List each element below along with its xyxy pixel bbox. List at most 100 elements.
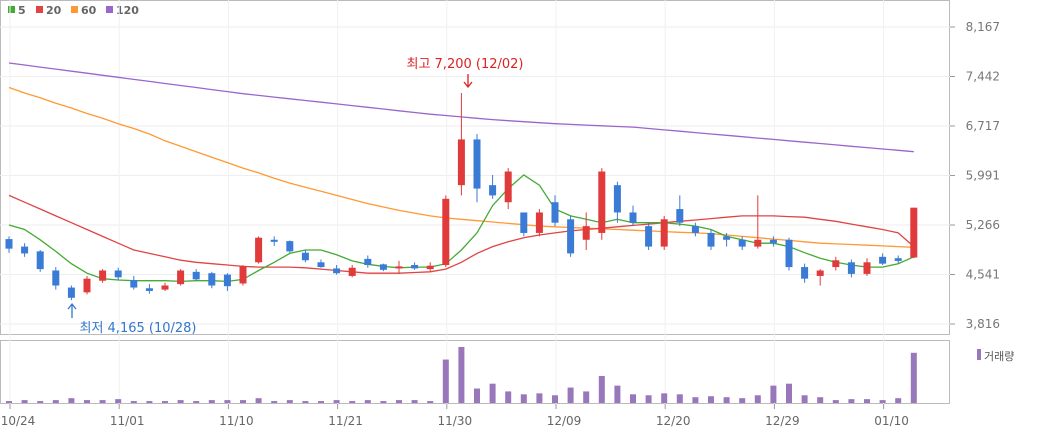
volume-bar: [37, 401, 44, 403]
candle-body: [691, 226, 699, 233]
volume-bar: [458, 347, 465, 403]
x-tick-label: 12/09: [547, 414, 582, 428]
candle-body: [177, 270, 185, 285]
candle: [598, 168, 606, 240]
ma20-line: [8, 194, 915, 274]
candle: [832, 256, 840, 271]
candle-body: [504, 171, 512, 203]
volume-bar: [84, 400, 90, 403]
candle-body: [411, 265, 419, 269]
candle-body: [769, 239, 777, 244]
price-panel-frame: [0, 0, 950, 335]
candle-body: [785, 239, 793, 268]
candle-body: [161, 285, 169, 290]
legend-label-20: 20: [46, 4, 62, 17]
candle-body: [816, 270, 824, 276]
volume-panel-frame: [0, 340, 950, 404]
candles: [5, 93, 918, 301]
candle: [426, 262, 434, 272]
candle: [535, 209, 543, 237]
volume-bar: [68, 398, 75, 403]
candle: [255, 236, 263, 264]
candle: [504, 168, 512, 210]
volume-bar: [801, 395, 808, 403]
y-tick-label: 5,266: [966, 218, 1000, 232]
candle-body: [114, 270, 122, 278]
volume-bar: [427, 401, 434, 403]
volume-legend: 거래량: [977, 349, 1014, 363]
volume-bar: [520, 394, 527, 403]
volume-bar: [505, 391, 512, 403]
volume-bar: [162, 401, 168, 403]
candle: [301, 250, 309, 263]
candle-body: [676, 209, 684, 223]
volume-legend-label: 거래량: [984, 350, 1014, 363]
candle-body: [613, 185, 621, 213]
y-axis: 8,167 7,442 6,717 5,991 5,266 4,541 3,816: [950, 20, 1000, 331]
candle: [333, 265, 341, 275]
x-tick-label: 10/24: [1, 414, 36, 428]
volume-bar: [614, 385, 621, 403]
candle-body: [36, 251, 44, 270]
ma5-line: [8, 174, 915, 283]
candle-body: [5, 239, 13, 249]
candle: [379, 263, 387, 272]
legend: 5 20 60 120: [8, 4, 139, 17]
volume-bar: [21, 400, 28, 403]
candle-body: [847, 262, 855, 274]
low-annotation-arrowhead: [67, 302, 77, 310]
candle-body: [535, 212, 543, 233]
candle: [239, 265, 247, 286]
candle-body: [520, 212, 528, 233]
candle-body: [629, 212, 637, 223]
candle: [910, 207, 918, 259]
candle: [114, 267, 122, 281]
candle-body: [239, 266, 247, 284]
candle: [520, 212, 528, 237]
candle-body: [457, 139, 465, 186]
candle: [457, 93, 465, 196]
volume-bar: [52, 400, 59, 403]
volume-bar: [208, 400, 215, 403]
candle: [473, 133, 481, 203]
candle: [208, 271, 216, 289]
x-tick-label: 11/30: [438, 414, 473, 428]
candle-body: [52, 270, 60, 286]
candle-body: [660, 219, 668, 247]
candle: [676, 195, 684, 227]
volume-bar: [146, 401, 153, 403]
candle-body: [707, 232, 715, 247]
volume-bar: [115, 399, 122, 403]
candle: [36, 250, 44, 272]
candle: [130, 275, 138, 290]
high-annotation: 최고 7,200 (12/02): [406, 57, 524, 89]
candle: [707, 229, 715, 251]
volume-bar: [224, 400, 231, 403]
volume-bar: [349, 401, 356, 403]
volume-bar: [567, 387, 574, 403]
candle-body: [379, 264, 387, 270]
candle: [348, 265, 356, 278]
candle: [317, 259, 325, 268]
candle-body: [145, 288, 153, 291]
candle: [582, 212, 590, 251]
candle-body: [21, 246, 29, 254]
candle: [489, 174, 497, 199]
candle: [395, 260, 403, 274]
candle-body: [255, 237, 263, 263]
volume-bar: [630, 394, 636, 403]
volume-bar: [380, 401, 387, 403]
candle-body: [83, 278, 91, 293]
candle-body: [489, 185, 497, 196]
volume-bars: [6, 347, 917, 403]
candle: [223, 273, 231, 291]
candle-body: [910, 207, 918, 258]
volume-bar: [879, 400, 886, 403]
volume-bar: [645, 395, 652, 403]
legend-label-120: 120: [116, 4, 139, 17]
candle-body: [645, 226, 653, 247]
y-tick-label: 7,442: [966, 69, 1000, 83]
volume-bar: [255, 398, 262, 403]
legend-swatch-20: [36, 6, 43, 13]
high-annotation-text: 최고 7,200 (12/02): [406, 57, 523, 72]
